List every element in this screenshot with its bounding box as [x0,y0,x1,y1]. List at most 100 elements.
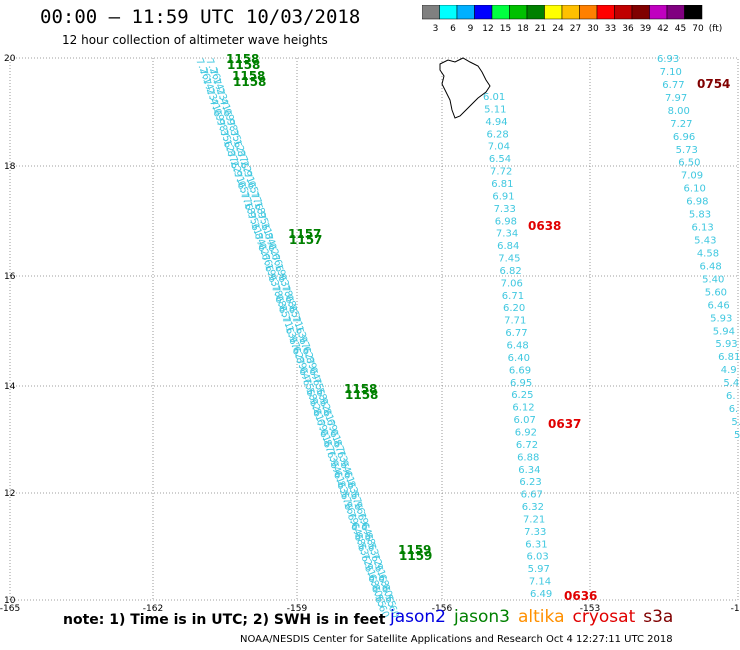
colorbar-label: 6 [450,24,456,33]
colorbar-label: 45 [675,24,686,33]
wave-height-value: 6.77 [662,80,684,91]
wave-height-value: 6.67 [521,490,543,501]
pass-time-label: 0636 [564,589,597,603]
pass-time-label: 1157 [289,233,322,247]
pass-time-label: 1158 [344,382,377,396]
wave-height-value: 6.84 [497,241,519,252]
wave-height-value: 6.82 [499,266,521,277]
wave-height-value: 7.33 [494,204,516,215]
wave-height-value: 6.91 [492,191,514,202]
wave-height-value: 6.71 [502,291,524,302]
colorbar-label: 9 [468,24,474,33]
wave-height-value: 6.81 [718,352,740,363]
wave-height-value: 6. [729,404,739,415]
wave-height-value: 4.9 [721,365,737,376]
colorbar-label: 36 [622,24,634,33]
longitude-tick-label: -162 [143,604,163,614]
latitude-tick-label: 20 [4,54,16,64]
wave-height-value: 6.48 [507,341,529,352]
wave-height-value: 8.00 [668,106,690,117]
wave-height-value: 7.09 [681,171,703,182]
wave-height-value: 6.07 [514,415,536,426]
longitude-tick-label: -159 [287,604,308,614]
wave-height-value: 7.45 [498,254,520,265]
legend-cryosat: cryosat [572,607,636,627]
wave-height-value: 5.93 [710,313,732,324]
wave-height-value: 5.43 [694,236,716,247]
wave-height-value: 7.21 [523,514,545,525]
wave-height-value: 6.95 [510,378,532,389]
colorbar-label: 27 [570,24,581,33]
longitude-tick-label: -156 [432,604,453,614]
wave-height-value: 6.20 [503,303,525,314]
wave-height-value: 6.69 [509,365,531,376]
wave-height-value: 6.96 [673,132,695,143]
colorbar-label: (ft) [709,24,723,33]
wave-height-value: 6. [726,391,736,402]
colorbar-label: 30 [587,24,599,33]
pass-time-label: 0638 [528,219,561,233]
pass-time-label: 1158 [233,75,266,89]
wave-height-value: 7.10 [660,67,682,78]
pass-time-label: 1159 [398,543,431,557]
wave-height-value: 5. [734,430,740,441]
wave-height-value: 6.31 [525,539,547,550]
wave-height-value: 6.46 [707,300,729,311]
footer-note: note: 1) Time is in UTC; 2) SWH is in fe… [63,612,386,628]
pass-time-label: 1158 [227,58,260,72]
wave-height-value: 7.06 [501,278,523,289]
wave-height-value: 6.77 [505,328,527,339]
wave-height-value: 6.28 [487,129,509,140]
wave-height-value: 5.40 [702,274,724,285]
latitude-tick-label: 10 [4,596,16,606]
wave-height-value: 7.97 [665,93,687,104]
colorbar-swatch [684,5,703,20]
color-scale-bar: 3 6 9 12 15 18 21 24 27 30 33 36 39 42 45 70 (ft) [422,5,723,33]
wave-height-value: 5.93 [715,339,737,350]
colorbar-label: 33 [605,24,616,33]
wave-height-value: 6.50 [678,158,700,169]
legend-altika: altika [518,607,565,627]
longitude-tick-label: -165 [0,604,20,614]
wave-height-value: 6.25 [511,390,533,401]
wave-height-value: 6.81 [491,179,513,190]
wave-height-value: 5.73 [676,145,698,156]
pass-time-label: 1158 [226,52,259,66]
latitude-tick-label: 16 [4,272,16,282]
colorbar-label: 24 [552,24,564,33]
wave-height-value: 5.97 [528,564,550,575]
wave-height-value: 6.98 [495,216,517,227]
wave-height-value: 6.98 [686,197,708,208]
wave-height-value: 7.14 [529,577,551,588]
pass-time-label: 1158 [232,69,265,83]
longitude-tick-label: -15 [731,604,740,614]
colorbar-label: 21 [535,24,546,33]
wave-height-value: 6.34 [518,465,540,476]
chart-subtitle: 12 hour collection of altimeter wave hei… [62,33,328,47]
colorbar-label: 3 [433,24,439,33]
wave-height-value: 6.01 [483,92,505,103]
wave-height-value: 6.23 [519,477,541,488]
wave-height-value: 6.03 [526,552,548,563]
wave-height-value: 7.34 [496,229,518,240]
wave-height-value: 6.13 [692,223,714,234]
credit-line: NOAA/NESDIS Center for Satellite Applica… [240,634,673,645]
wave-height-value: 7.33 [524,527,546,538]
legend-s3a: s3a [643,607,674,627]
wave-height-value: 4.58 [697,248,719,259]
colorbar-label: 70 [692,24,704,33]
wave-height-value: 6.49 [530,589,552,600]
colorbar-label: 39 [640,24,652,33]
map-frame [9,57,739,601]
pass-time-label: 1157 [288,227,321,241]
wave-height-value: 6.93 [657,54,679,65]
legend-jason3: jason3 [454,607,510,627]
colorbar-label: 15 [500,24,511,33]
wave-height-value: 6.48 [699,261,721,272]
pass-time-label: 0637 [548,417,581,431]
colorbar-label: 12 [482,24,493,33]
legend-jason2: jason2 [390,607,446,627]
wave-height-value: 6.40 [508,353,530,364]
wave-height-value: 7.71 [504,316,526,327]
